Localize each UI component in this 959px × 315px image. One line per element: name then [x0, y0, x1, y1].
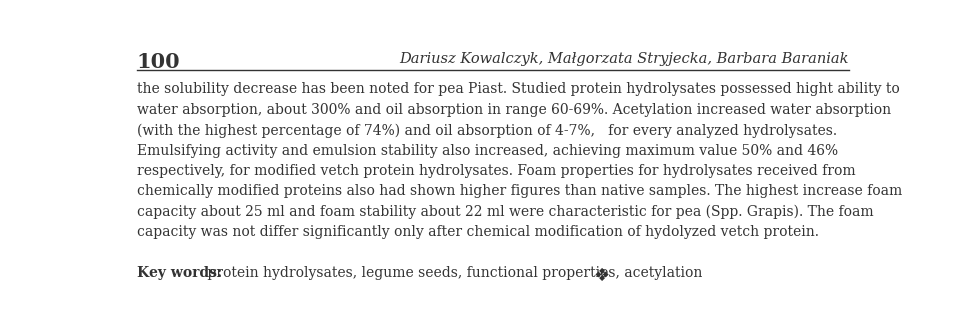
- Text: protein hydrolysates, legume seeds, functional properties, acetylation: protein hydrolysates, legume seeds, func…: [203, 266, 707, 280]
- Text: capacity about 25 ml and foam stability about 22 ml were characteristic for pea : capacity about 25 ml and foam stability …: [137, 205, 874, 219]
- Text: chemically modified proteins also had shown higher figures than native samples. : chemically modified proteins also had sh…: [137, 185, 902, 198]
- Text: (with the highest percentage of 74%) and oil absorption of 4-7%,   for every ana: (with the highest percentage of 74%) and…: [137, 123, 837, 138]
- Text: respectively, for modified vetch protein hydrolysates. Foam properties for hydro: respectively, for modified vetch protein…: [137, 164, 855, 178]
- Text: the solubility decrease has been noted for pea Piast. Studied protein hydrolysat: the solubility decrease has been noted f…: [137, 83, 900, 96]
- Text: Dariusz Kowalczyk, Małgorzata Stryjecka, Barbara Baraniak: Dariusz Kowalczyk, Małgorzata Stryjecka,…: [400, 52, 849, 66]
- Text: capacity was not differ significantly only after chemical modification of hydoly: capacity was not differ significantly on…: [137, 225, 819, 239]
- Text: ❖: ❖: [594, 267, 609, 285]
- Text: water absorption, about 300% and oil absorption in range 60-69%. Acetylation inc: water absorption, about 300% and oil abs…: [137, 103, 891, 117]
- Text: Emulsifying activity and emulsion stability also increased, achieving maximum va: Emulsifying activity and emulsion stabil…: [137, 144, 838, 158]
- Text: 100: 100: [137, 52, 180, 72]
- Text: Key words:: Key words:: [137, 266, 222, 280]
